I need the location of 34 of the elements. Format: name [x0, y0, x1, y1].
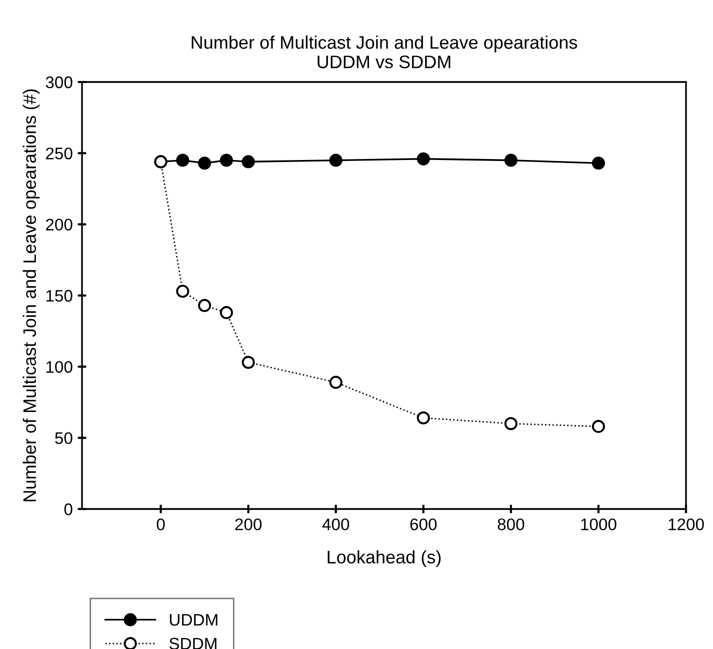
point: [592, 156, 605, 170]
point: [504, 417, 518, 430]
point: [220, 154, 233, 167]
y-tick-label: 250: [46, 148, 72, 160]
y-tick-label: 200: [46, 218, 72, 231]
point: [416, 152, 430, 166]
point: [176, 284, 190, 298]
y-tick-label: 150: [46, 290, 72, 302]
x-tick-label: 200: [235, 518, 262, 530]
chart-title: Number of Multicast Join and Leave opearations UDDM vs SDDM: [192, 36, 578, 68]
x-tick-label: 0: [156, 518, 165, 530]
point: [198, 156, 212, 170]
point: [504, 154, 518, 167]
x-tick-label: 1200: [668, 518, 704, 530]
y-axis-title: Number of Multicast Join and Leave opearations (#): [22, 89, 40, 502]
legend-label: UDDM: [170, 614, 218, 626]
x-tick-label: 1000: [581, 518, 616, 530]
point: [242, 155, 255, 168]
point: [220, 306, 233, 320]
y-tick-label: 100: [46, 361, 72, 373]
y-tick-label: 50: [55, 432, 72, 444]
point: [242, 356, 255, 369]
point: [416, 411, 430, 424]
y-tick-label: 300: [46, 76, 72, 88]
point: [329, 376, 342, 389]
x-tick-label: 600: [410, 518, 437, 530]
point: [592, 420, 605, 433]
x-tick-label: 800: [498, 518, 524, 530]
point: [176, 154, 190, 167]
y-tick-label: 0: [64, 503, 72, 516]
point: [198, 298, 212, 312]
x-tick-label: 400: [322, 518, 350, 530]
point: [329, 154, 342, 167]
x-axis-title: Lookahead (s): [328, 550, 441, 568]
